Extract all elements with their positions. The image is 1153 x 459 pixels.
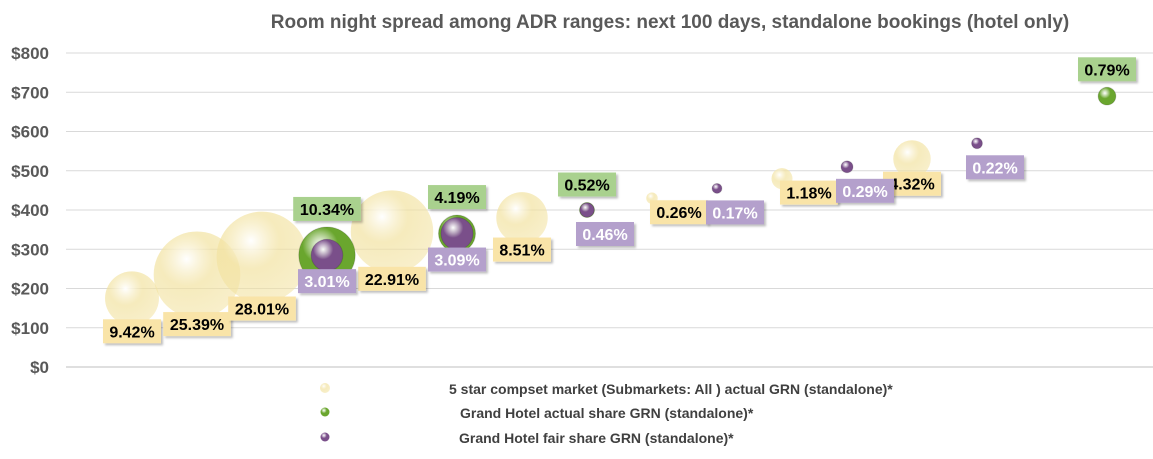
data-label-series-3: 0.17% (706, 200, 764, 225)
legend-item-2: Grand Hotel actual share GRN (standalone… (320, 405, 754, 421)
data-label-series-3: 0.46% (576, 222, 634, 246)
chart-title: Room night spread among ADR ranges: next… (271, 12, 1069, 33)
legend-marker (320, 407, 330, 417)
svg-text:0.26%: 0.26% (656, 205, 701, 222)
svg-text:10.34%: 10.34% (300, 202, 354, 219)
svg-text:28.01%: 28.01% (235, 302, 289, 319)
svg-text:4.19%: 4.19% (434, 190, 479, 207)
y-tick-label: $700 (11, 83, 49, 102)
data-label-series-3: 0.29% (836, 178, 894, 203)
data-label-series-3: 3.09% (428, 247, 486, 272)
bubbles (105, 86, 1117, 326)
legend: 5 star compset market (Submarkets: All )… (320, 381, 893, 446)
y-tick-label: $100 (11, 319, 49, 338)
data-labels: 9.42% 25.39% 28.01% 22.91% 8.51% 0.26% 1.18% 4.… (103, 57, 1136, 344)
data-label-series-2: 0.79% (1078, 57, 1136, 82)
svg-text:1.18%: 1.18% (786, 186, 831, 203)
y-tick-label: $600 (11, 123, 49, 142)
data-label-series-1: 9.42% (103, 319, 161, 344)
svg-text:3.01%: 3.01% (304, 274, 349, 291)
bubble-series-3 (579, 202, 595, 218)
bubble-series-1 (496, 192, 548, 244)
legend-marker (320, 432, 330, 442)
data-label-series-3: 3.01% (298, 269, 356, 294)
legend-marker (320, 383, 330, 393)
data-label-series-1: 22.91% (358, 266, 426, 291)
y-axis-ticks: $0 $100 $200 $300 $400 $500 $600 $700 $800 (11, 44, 49, 377)
svg-text:25.39%: 25.39% (170, 317, 224, 334)
bubble-series-3 (310, 238, 344, 272)
svg-text:9.42%: 9.42% (109, 324, 154, 341)
data-label-series-2: 0.52% (558, 172, 616, 197)
svg-text:0.22%: 0.22% (972, 160, 1017, 177)
bubble-series-1 (350, 190, 434, 273)
legend-label: 5 star compset market (Submarkets: All )… (449, 381, 893, 397)
legend-item-1: 5 star compset market (Submarkets: All )… (320, 381, 893, 397)
data-label-series-3: 0.22% (966, 155, 1024, 180)
y-tick-label: $800 (11, 44, 49, 63)
svg-text:3.09%: 3.09% (434, 253, 479, 270)
svg-text:22.91%: 22.91% (365, 272, 419, 289)
y-tick-label: $500 (11, 162, 49, 181)
bubble-series-3 (840, 160, 854, 174)
y-tick-label: $400 (11, 201, 49, 220)
bubble-series-1 (893, 140, 931, 178)
svg-text:0.17%: 0.17% (712, 205, 757, 222)
bubble-series-3 (440, 216, 474, 251)
svg-text:0.29%: 0.29% (842, 184, 887, 201)
y-tick-label: $200 (11, 280, 49, 299)
bubble-series-1 (216, 211, 308, 303)
bubble-series-1 (105, 271, 159, 326)
y-tick-label: $300 (11, 240, 49, 259)
data-label-series-1: 28.01% (228, 296, 296, 321)
bubble-series-3 (711, 182, 723, 194)
legend-label: Grand Hotel fair share GRN (standalone)* (459, 430, 734, 446)
svg-text:0.46%: 0.46% (582, 227, 627, 244)
data-label-series-1: 1.18% (780, 180, 838, 205)
data-label-series-1: 25.39% (163, 312, 231, 337)
data-label-series-2: 10.34% (293, 196, 361, 221)
bubble-series-2 (1097, 86, 1117, 106)
data-label-series-1: 8.51% (493, 237, 551, 262)
svg-text:4.32%: 4.32% (889, 177, 934, 194)
bubble-series-3 (971, 137, 983, 150)
data-label-series-1: 0.26% (650, 200, 708, 225)
svg-text:0.52%: 0.52% (564, 178, 609, 195)
svg-text:0.79%: 0.79% (1084, 62, 1129, 79)
legend-item-3: Grand Hotel fair share GRN (standalone)* (320, 430, 734, 446)
legend-label: Grand Hotel actual share GRN (standalone… (460, 405, 754, 421)
svg-text:8.51%: 8.51% (499, 243, 544, 260)
y-tick-label: $0 (30, 358, 49, 377)
data-label-series-2: 4.19% (428, 185, 486, 210)
